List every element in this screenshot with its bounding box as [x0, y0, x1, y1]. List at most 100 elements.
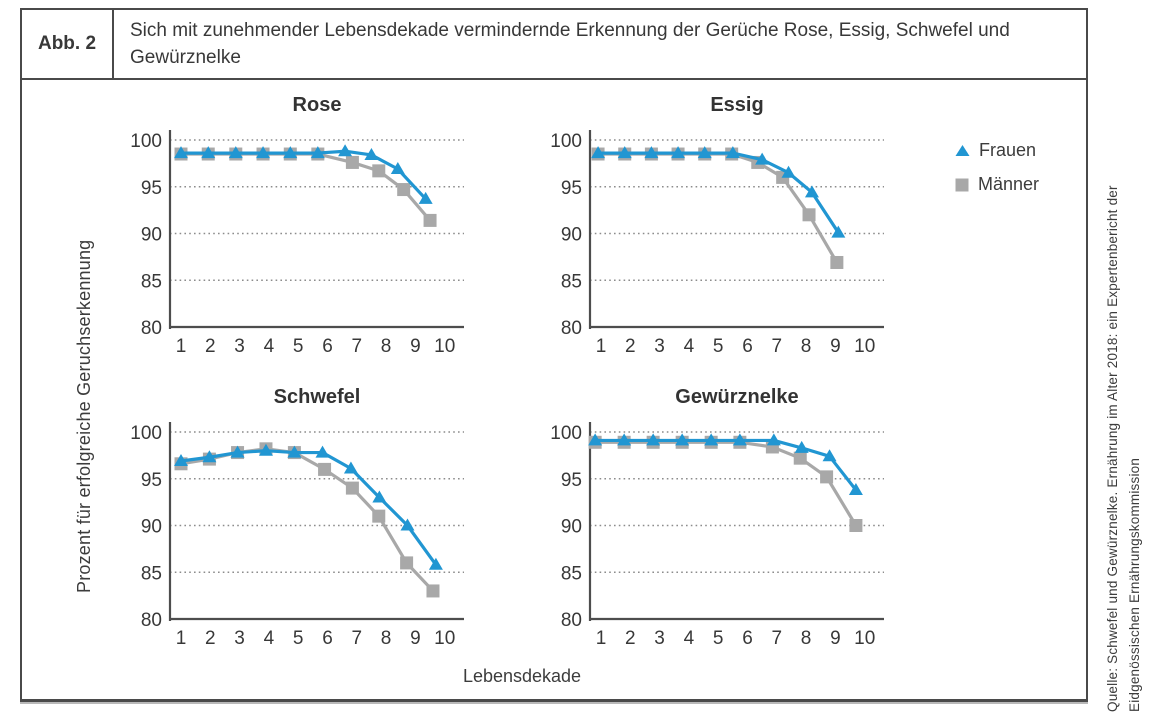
series-line [595, 440, 858, 527]
y-tick-label: 85 [561, 271, 582, 292]
y-tick-label: 85 [141, 563, 162, 584]
x-tick-label: 7 [772, 628, 783, 649]
x-tick-label: 3 [654, 628, 665, 649]
series-line [598, 152, 839, 264]
data-point-triangle [201, 146, 216, 159]
data-point-square [372, 164, 386, 178]
chart-title: Gewürznelke [675, 386, 798, 408]
frauen-triangle-icon [955, 145, 970, 156]
x-tick-label: 1 [596, 628, 607, 649]
data-point-square [372, 509, 386, 523]
x-tick-label: 4 [684, 628, 695, 649]
x-tick-label: 7 [352, 628, 363, 649]
x-tick-label: 3 [654, 336, 665, 357]
chart-title: Essig [710, 94, 763, 116]
data-point-triangle [617, 433, 632, 446]
data-point-triangle [315, 445, 330, 458]
x-tick-label: 8 [801, 628, 812, 649]
x-tick-label: 5 [293, 336, 304, 357]
figure-label: Abb. 2 [37, 33, 97, 54]
legend-item-frauen: Frauen [955, 140, 1039, 161]
x-tick-label: 10 [854, 628, 875, 649]
y-tick-label: 85 [141, 271, 162, 292]
chart-title: Schwefel [274, 386, 361, 408]
data-point-triangle [174, 453, 188, 466]
data-point-triangle [732, 433, 747, 446]
data-point-square [400, 556, 414, 570]
data-point-square [318, 462, 332, 476]
y-tick-label: 100 [130, 131, 162, 152]
x-tick-label: 2 [625, 628, 636, 649]
y-tick-label: 90 [561, 517, 582, 538]
x-tick-label: 8 [381, 336, 392, 357]
x-tick-label: 9 [830, 628, 841, 649]
chart-svg: Gewürznelke 100 95 90 85 80 1 2 3 4 5 6 7 8 9 10 [550, 386, 884, 649]
data-point-triangle [704, 433, 719, 446]
data-point-square [345, 155, 359, 169]
data-point-triangle [390, 161, 405, 174]
x-tick-label: 2 [625, 336, 636, 357]
x-tick-label: 5 [713, 628, 724, 649]
x-tick-label: 6 [742, 628, 753, 649]
y-tick-label: 100 [550, 423, 582, 444]
chart-schwefel: Schwefel 100 95 90 85 80 1 2 3 4 5 6 7 8 9 10 [118, 384, 468, 650]
data-point-triangle [372, 490, 387, 503]
x-tick-label: 5 [713, 336, 724, 357]
y-tick-label: 100 [130, 423, 162, 444]
figure-frame: Abb. 2 Sich mit zunehmender Lebensdekade… [20, 8, 1088, 702]
data-point-triangle [591, 146, 606, 159]
y-tick-label: 80 [141, 318, 162, 339]
data-point-triangle [755, 152, 770, 165]
series-line [181, 149, 427, 200]
x-tick-label: 9 [410, 628, 421, 649]
data-point-square [426, 584, 440, 598]
data-point-triangle [310, 146, 325, 159]
x-tick-label: 1 [176, 336, 187, 357]
figure-header: Abb. 2 Sich mit zunehmender Lebensdekade… [22, 10, 1086, 80]
legend-item-maenner: Männer [955, 174, 1039, 195]
data-point-triangle [228, 146, 243, 159]
source-note-line: Eidgenössischen Ernährungskommission [1127, 457, 1142, 712]
data-point-triangle [644, 146, 659, 159]
x-tick-label: 6 [322, 336, 333, 357]
data-point-triangle [256, 146, 271, 159]
data-point-triangle [338, 144, 353, 157]
data-point-triangle [794, 440, 809, 453]
y-tick-label: 95 [141, 178, 162, 199]
data-point-triangle [364, 147, 379, 160]
data-point-square [345, 481, 359, 495]
y-tick-label: 100 [550, 131, 582, 152]
chart-gewuerznelke: Gewürznelke 100 95 90 85 80 1 2 3 4 5 6 7 8 9 10 [538, 384, 888, 650]
data-point-triangle [831, 225, 846, 238]
data-point-square [793, 451, 807, 465]
x-tick-label: 6 [742, 336, 753, 357]
data-point-triangle [848, 482, 863, 495]
data-point-square [820, 470, 834, 484]
y-tick-label: 90 [141, 225, 162, 246]
y-tick-label: 80 [561, 318, 582, 339]
data-point-triangle [671, 146, 686, 159]
y-axis-label: Prozent für erfolgreiche Geruchserkennun… [74, 239, 94, 593]
chart-rose: Rose 100 95 90 85 80 1 2 3 4 5 6 7 8 9 10 [118, 92, 468, 358]
x-tick-label: 6 [322, 628, 333, 649]
data-point-triangle [428, 557, 443, 570]
x-tick-label: 4 [264, 628, 275, 649]
x-tick-label: 1 [596, 336, 607, 357]
series-line [180, 447, 435, 593]
x-tick-label: 9 [830, 336, 841, 357]
data-point-square [397, 183, 411, 197]
x-tick-label: 7 [352, 336, 363, 357]
legend-item-label: Männer [978, 174, 1040, 194]
series-line [595, 438, 858, 491]
data-point-triangle [258, 443, 273, 456]
data-point-triangle [781, 165, 796, 178]
y-tick-label: 90 [141, 517, 162, 538]
data-point-triangle [400, 518, 415, 531]
data-point-triangle [174, 146, 188, 159]
data-point-triangle [675, 433, 690, 446]
chart-svg: Essig 100 95 90 85 80 1 2 3 4 5 6 7 8 9 10 [550, 94, 884, 357]
data-point-triangle [202, 450, 217, 463]
chart-title: Rose [293, 94, 342, 116]
x-tick-label: 8 [381, 628, 392, 649]
data-point-triangle [646, 433, 661, 446]
